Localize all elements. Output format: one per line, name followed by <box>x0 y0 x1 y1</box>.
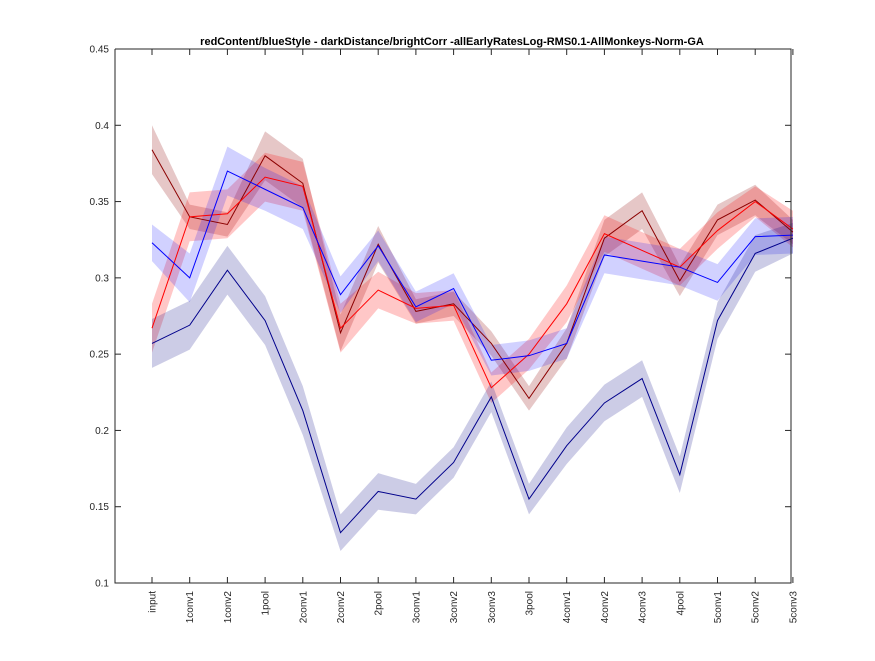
x-tick-label: 3conv1 <box>411 591 422 624</box>
x-tick-label: 4conv1 <box>562 591 573 624</box>
y-tick-label: 0.25 <box>90 350 110 361</box>
x-tick-label: 4pool <box>675 591 686 615</box>
x-tick-label: 1conv2 <box>223 591 234 624</box>
y-tick-label: 0.4 <box>95 121 109 132</box>
x-tick-label: 4conv2 <box>600 591 611 624</box>
y-tick-label: 0.2 <box>95 426 109 437</box>
y-tick-label: 0.3 <box>95 273 109 284</box>
series-1-band <box>152 125 793 411</box>
x-tick-label: 2conv2 <box>336 591 347 624</box>
y-tick-label: 0.1 <box>95 579 109 590</box>
series-2-line <box>151 176 794 389</box>
chart-title: redContent/blueStyle - darkDistance/brig… <box>200 36 704 48</box>
x-tick-label: 5conv2 <box>751 591 762 624</box>
x-axis-ticks: input 1conv1 1conv2 1pool 2conv1 2conv2 2pool 3… <box>148 49 799 624</box>
x-tick-label: 2pool <box>374 591 385 615</box>
series-lines <box>151 149 794 534</box>
x-tick-label: 1conv1 <box>185 591 196 624</box>
y-tick-label: 0.15 <box>90 502 110 513</box>
series-3-band <box>152 146 793 376</box>
x-tick-label: 1pool <box>261 591 272 615</box>
x-tick-label: 3conv3 <box>487 591 498 624</box>
series-4-line <box>151 237 794 534</box>
x-tick-label: input <box>148 591 159 613</box>
x-tick-label: 5conv3 <box>788 591 799 624</box>
x-tick-label: 3pool <box>525 591 536 615</box>
x-tick-label: 4conv3 <box>638 591 649 624</box>
y-tick-label: 0.45 <box>90 45 110 56</box>
y-tick-label: 0.35 <box>90 197 110 208</box>
x-tick-label: 5conv1 <box>713 591 724 624</box>
x-tick-label: 2conv1 <box>298 591 309 624</box>
series-3-line <box>151 170 793 361</box>
series-2-band <box>152 152 793 403</box>
x-tick-label: 3conv2 <box>449 591 460 624</box>
y-axis-ticks: 0.1 0.15 0.2 0.25 0.3 0.35 0.4 0.45 <box>90 45 791 590</box>
error-bands <box>152 125 793 551</box>
